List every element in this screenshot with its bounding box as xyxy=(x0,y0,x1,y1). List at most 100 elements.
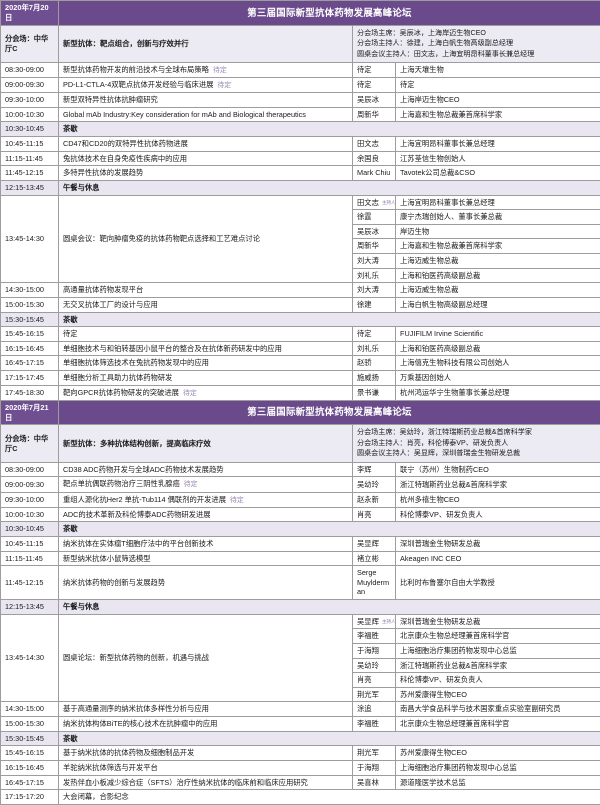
tbd-marker: 待定 xyxy=(230,497,244,504)
speaker-name: 赵骄 xyxy=(353,356,396,371)
speaker-name: 荆光军 xyxy=(353,746,396,761)
speaker-name: 吴显辉 xyxy=(353,536,396,551)
panelist-name-text: 李福胜 xyxy=(357,631,379,640)
talk-topic: 多特异性抗体的发展趋势 xyxy=(59,166,353,181)
venue-label: 分会场：中华厅C xyxy=(1,425,59,462)
talk-topic-text: 靶向GPCR抗体药物研发的突破进展 xyxy=(63,388,179,397)
talk-topic-text: 高通量抗体药物发现平台 xyxy=(63,285,143,294)
speaker-name: 褚立彬 xyxy=(353,551,396,566)
talk-topic: CD38 ADC药物开发与全球ADC药物技术发展趋势 xyxy=(59,462,353,477)
talk-topic-text: 基于高通量测序的纳米抗体多样性分析与应用 xyxy=(63,704,209,713)
speaker-org: Tavotek公司总裁&CSO xyxy=(396,166,600,181)
speaker-org: 江苏荃信生物创始人 xyxy=(396,151,600,166)
talk-topic: 新型双特异性抗体抗肿瘤研究 xyxy=(59,93,353,108)
panelist-org: 上海迈威生物总裁 xyxy=(396,254,600,269)
tbd-marker: 待定 xyxy=(183,390,197,397)
panelist-name: 徐霆 xyxy=(353,210,396,225)
forum-title: 第三届国际新型抗体药物发展高峰论坛 xyxy=(59,1,600,26)
talk-topic: PD-L1-CTLA-4双靶点抗体开发经验与临床进展待定 xyxy=(59,78,353,93)
talk-topic: 高通量抗体药物发现平台 xyxy=(59,283,353,298)
venue-label: 分会场：中华厅C xyxy=(1,25,59,62)
session-time: 10:45-11:15 xyxy=(1,536,59,551)
speaker-org: Akeagen INC CEO xyxy=(396,551,600,566)
session-time: 17:45-18:30 xyxy=(1,385,59,400)
talk-topic-text: 多特异性抗体的发展趋势 xyxy=(63,168,143,177)
break-label: 午餐与休息 xyxy=(59,180,600,195)
panelist-name: 刘大涛 xyxy=(353,254,396,269)
talk-topic-text: Global mAb Industry:Key consideration fo… xyxy=(63,110,306,119)
session-time: 09:00-09:30 xyxy=(1,78,59,93)
talk-topic: 无交叉抗体工厂的设计与应用 xyxy=(59,297,353,312)
speaker-name: 赵永新 xyxy=(353,492,396,507)
talk-topic: 纳米抗体药物的创新与发展趋势 xyxy=(59,566,353,600)
panelist-name-text: 刘礼乐 xyxy=(357,271,379,280)
talk-topic: 纳米抗体在实体瘤T细胞疗法中的平台创新技术 xyxy=(59,536,353,551)
talk-topic-text: 纳米抗体在实体瘤T细胞疗法中的平台创新技术 xyxy=(63,539,213,548)
chair-line: 圆桌会议主持人：吴显辉，深圳普瑞金生物研发总裁 xyxy=(357,449,596,458)
session-time: 10:00-10:30 xyxy=(1,107,59,122)
day-date: 2020年7月20日 xyxy=(1,1,59,26)
speaker-org: 上海和铂医药高级副总裁 xyxy=(396,341,600,356)
break-label: 茶歇 xyxy=(59,731,600,746)
panelist-org: 北京康众生物总经理兼首席科学官 xyxy=(396,629,600,644)
session-time: 17:15-17:45 xyxy=(1,371,59,386)
talk-topic-text: 纳米抗体构体BiTE的核心技术在抗肿瘤中的应用 xyxy=(63,719,217,728)
session-time: 12:15-13:45 xyxy=(1,600,59,615)
talk-topic-text: 新型双特异性抗体抗肿瘤研究 xyxy=(63,95,158,104)
talk-topic: 发热伴血小板减少综合症（SFTS）治疗性纳米抗体的临床前和临床应用研究 xyxy=(59,775,353,790)
session-time: 15:45-16:15 xyxy=(1,327,59,342)
talk-topic: 单细胞分析工具助力抗体药物研发 xyxy=(59,371,353,386)
day-banner-row: 2020年7月21日第三届国际新型抗体药物发展高峰论坛 xyxy=(1,400,600,425)
talk-row: 10:00-10:30 Global mAb Industry:Key consi… xyxy=(1,107,600,122)
speaker-name: 徐建 xyxy=(353,297,396,312)
break-label: 茶歇 xyxy=(59,522,600,537)
talk-topic: 重组人源化抗Her2 单抗-Tub114 偶联剂的开发进展待定 xyxy=(59,492,353,507)
talk-topic-text: 兔抗体技术在自身免疫性疾病中的应用 xyxy=(63,154,187,163)
panelist-name: 肖亮 xyxy=(353,673,396,688)
talk-topic-text: 新型纳米抗体小鼠筛选模型 xyxy=(63,554,151,563)
speaker-name: Serge Muylderman xyxy=(353,566,396,600)
speaker-org: 上海迈威生物总裁 xyxy=(396,283,600,298)
talk-topic-text: 待定 xyxy=(63,329,78,338)
panelist-org: 科伦博泰VP、研发负责人 xyxy=(396,673,600,688)
panelist-org: 上海和铂医药高级副总裁 xyxy=(396,268,600,283)
speaker-name: 吴幼玲 xyxy=(353,477,396,492)
speaker-name: 吴辰冰 xyxy=(353,93,396,108)
talk-topic-text: PD-L1-CTLA-4双靶点抗体开发经验与临床进展 xyxy=(63,80,213,89)
chair-line: 分会场主席：吴幼玲，浙江特瑞斯药业总裁&首席科学家 xyxy=(357,428,596,437)
speaker-org: 上海细胞治疗集团药物发现中心总监 xyxy=(396,760,600,775)
speaker-org: 苏州爱康得生物CEO xyxy=(396,746,600,761)
speaker-org: 上海僖克生物科技有限公司创始人 xyxy=(396,356,600,371)
session-time: 15:30-15:45 xyxy=(1,312,59,327)
talk-topic: 兔抗体技术在自身免疫性疾病中的应用 xyxy=(59,151,353,166)
forum-title: 第三届国际新型抗体药物发展高峰论坛 xyxy=(59,400,600,425)
session-time: 11:15-11:45 xyxy=(1,151,59,166)
session-time: 15:00-15:30 xyxy=(1,717,59,732)
talk-topic: 新型纳米抗体小鼠筛选模型 xyxy=(59,551,353,566)
panelist-org: 康宁杰瑞创始人、董事长兼总裁 xyxy=(396,210,600,225)
panelist-org: 上海嘉和生物总裁兼首席科学家 xyxy=(396,239,600,254)
chair-line: 分会场主席：吴辰冰，上海岸迈生物CEO xyxy=(357,29,596,38)
panelist-name: 刘礼乐 xyxy=(353,268,396,283)
speaker-name: Mark Chiu xyxy=(353,166,396,181)
session-time: 10:45-11:15 xyxy=(1,137,59,152)
speaker-name: 待定 xyxy=(353,327,396,342)
speaker-org: 上海岸迈生物CEO xyxy=(396,93,600,108)
talk-topic: 待定 xyxy=(59,327,353,342)
speaker-org: 上海白帆生物高级副总经理 xyxy=(396,297,600,312)
panelist-name-text: 吴显辉 xyxy=(357,617,379,626)
speaker-name: 待定 xyxy=(353,62,396,77)
roundtable-topic: 圆桌论坛：新型抗体药物的创新，机遇与挑战 xyxy=(59,614,353,702)
